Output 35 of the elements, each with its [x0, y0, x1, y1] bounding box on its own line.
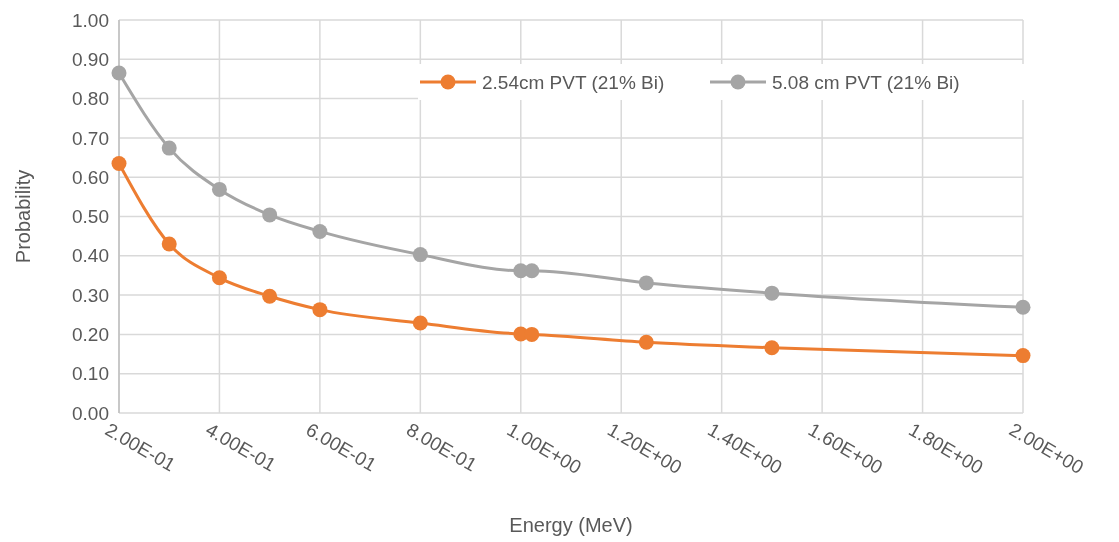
point	[638, 275, 654, 291]
point	[262, 207, 278, 223]
y-tick-label: 0.70	[72, 127, 109, 149]
point	[312, 302, 328, 318]
point	[211, 181, 227, 197]
y-axis-title: Probability	[12, 169, 34, 264]
y-tick-label: 0.40	[72, 245, 109, 267]
y-tick-label: 0.80	[72, 88, 109, 110]
y-tick-label: 1.00	[72, 9, 109, 31]
point	[262, 288, 278, 304]
point	[161, 140, 177, 156]
legend-label: 5.08 cm PVT (21% Bi)	[772, 71, 960, 93]
y-tick-label: 0.10	[72, 363, 109, 385]
point	[111, 155, 127, 171]
point	[764, 285, 780, 301]
y-tick-label: 0.50	[72, 206, 109, 228]
x-axis-title: Energy (MeV)	[509, 514, 633, 536]
point	[211, 270, 227, 286]
point	[1015, 348, 1031, 364]
point	[764, 340, 780, 356]
point	[638, 334, 654, 350]
point	[412, 315, 428, 331]
point	[312, 223, 328, 239]
y-tick-label: 0.30	[72, 284, 109, 306]
point	[524, 326, 540, 342]
point	[412, 247, 428, 263]
legend-label: 2.54cm PVT (21% Bi)	[482, 71, 665, 93]
point	[1015, 299, 1031, 315]
point	[524, 263, 540, 279]
y-tick-label: 0.60	[72, 166, 109, 188]
point	[111, 65, 127, 81]
y-tick-label: 0.90	[72, 48, 109, 70]
y-tick-label: 0.00	[72, 402, 109, 424]
y-tick-label: 0.20	[72, 324, 109, 346]
point	[161, 236, 177, 252]
